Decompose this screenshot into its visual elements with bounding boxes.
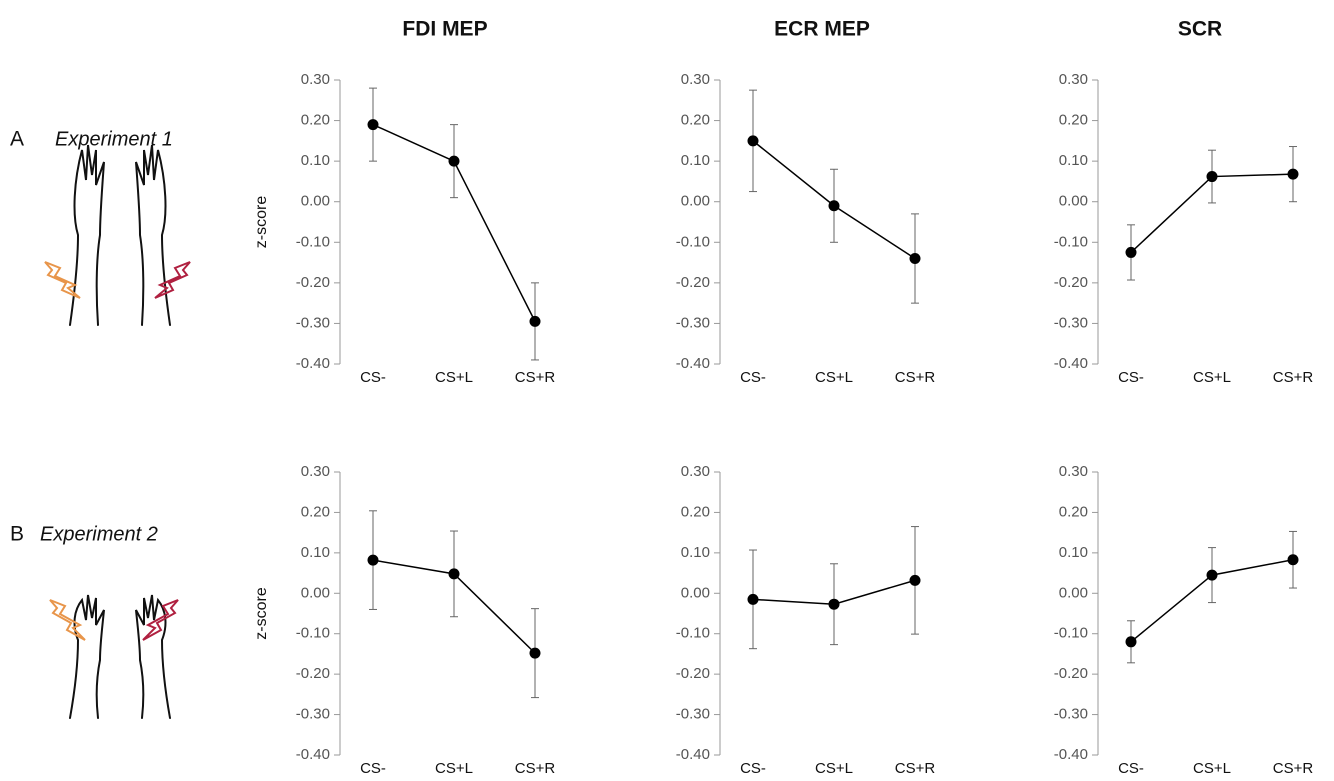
y-tick-label: 0.20 (1059, 503, 1088, 520)
x-tick-label: CS- (740, 369, 766, 386)
y-tick-label: -0.20 (676, 274, 710, 291)
y-tick-label: 0.30 (301, 463, 330, 480)
x-tick-label: CS+L (815, 760, 853, 777)
y-axis-label: z-score (253, 196, 270, 249)
x-tick-label: CS+R (515, 760, 556, 777)
data-point (367, 119, 379, 131)
y-tick-label: 0.00 (301, 193, 330, 210)
data-point (1125, 636, 1137, 648)
y-tick-label: 0.20 (301, 503, 330, 520)
y-tick-label: 0.20 (301, 112, 330, 129)
y-tick-label: -0.20 (296, 274, 330, 291)
y-tick-label: -0.40 (676, 355, 710, 372)
x-tick-label: CS+L (435, 369, 473, 386)
data-point (909, 253, 921, 265)
y-tick-label: -0.30 (1054, 314, 1088, 331)
data-point (529, 647, 541, 659)
x-tick-label: CS+L (1193, 369, 1231, 386)
column-title: FDI MEP (402, 18, 487, 41)
x-tick-label: CS+L (435, 760, 473, 777)
y-tick-label: -0.20 (1054, 274, 1088, 291)
y-tick-label: 0.20 (681, 112, 710, 129)
y-tick-label: -0.40 (1054, 746, 1088, 763)
row-letter: B (10, 523, 24, 546)
y-tick-label: 0.00 (301, 584, 330, 601)
data-point (367, 554, 379, 566)
x-tick-label: CS- (740, 760, 766, 777)
y-tick-label: -0.40 (676, 746, 710, 763)
y-tick-label: -0.40 (296, 355, 330, 372)
data-point (448, 155, 460, 167)
y-tick-label: 0.00 (681, 584, 710, 601)
y-tick-label: -0.10 (1054, 625, 1088, 642)
y-tick-label: 0.20 (681, 503, 710, 520)
y-tick-label: 0.10 (681, 544, 710, 561)
y-tick-label: -0.10 (296, 625, 330, 642)
y-tick-label: 0.10 (301, 544, 330, 561)
row-label: Experiment 2 (40, 523, 158, 545)
data-point (1287, 168, 1299, 180)
data-point (448, 568, 460, 580)
x-tick-label: CS- (1118, 369, 1144, 386)
y-tick-label: 0.00 (681, 193, 710, 210)
y-tick-label: -0.40 (1054, 355, 1088, 372)
x-tick-label: CS+R (1273, 369, 1314, 386)
x-tick-label: CS+L (1193, 760, 1231, 777)
y-tick-label: 0.00 (1059, 584, 1088, 601)
y-tick-label: -0.20 (296, 665, 330, 682)
y-tick-label: -0.10 (676, 625, 710, 642)
y-tick-label: 0.30 (1059, 71, 1088, 88)
x-tick-label: CS+R (895, 760, 936, 777)
y-tick-label: -0.30 (296, 314, 330, 331)
y-tick-label: 0.10 (1059, 152, 1088, 169)
y-tick-label: 0.10 (681, 152, 710, 169)
data-point (529, 315, 541, 327)
y-tick-label: -0.10 (1054, 233, 1088, 250)
y-tick-label: 0.30 (301, 71, 330, 88)
column-title: ECR MEP (774, 18, 870, 41)
y-tick-label: -0.30 (1054, 706, 1088, 723)
row-letter: A (10, 128, 24, 151)
hands-illustration-b (49, 594, 179, 719)
data-point (1125, 246, 1137, 258)
y-tick-label: 0.00 (1059, 193, 1088, 210)
y-tick-label: 0.10 (1059, 544, 1088, 561)
y-tick-label: 0.30 (1059, 463, 1088, 480)
x-tick-label: CS+R (1273, 760, 1314, 777)
y-tick-label: -0.10 (676, 233, 710, 250)
data-point (1206, 569, 1218, 581)
y-tick-label: 0.30 (681, 463, 710, 480)
data-point (828, 598, 840, 610)
y-tick-label: 0.10 (301, 152, 330, 169)
y-tick-label: -0.40 (296, 746, 330, 763)
x-tick-label: CS+L (815, 369, 853, 386)
data-point (747, 593, 759, 605)
y-tick-label: -0.30 (676, 706, 710, 723)
data-point (1287, 554, 1299, 566)
y-tick-label: -0.20 (1054, 665, 1088, 682)
y-tick-label: 0.30 (681, 71, 710, 88)
data-point (828, 200, 840, 212)
y-tick-label: -0.30 (676, 314, 710, 331)
hands-illustration-a (44, 144, 191, 326)
y-tick-label: 0.20 (1059, 112, 1088, 129)
data-point (909, 574, 921, 586)
x-tick-label: CS- (360, 369, 386, 386)
y-tick-label: -0.10 (296, 233, 330, 250)
data-point (1206, 171, 1218, 183)
data-point (747, 135, 759, 147)
y-tick-label: -0.20 (676, 665, 710, 682)
x-tick-label: CS+R (515, 369, 556, 386)
y-axis-label: z-score (253, 587, 270, 640)
x-tick-label: CS- (1118, 760, 1144, 777)
column-title: SCR (1178, 18, 1222, 41)
x-tick-label: CS+R (895, 369, 936, 386)
row-label: Experiment 1 (55, 128, 173, 150)
y-tick-label: -0.30 (296, 706, 330, 723)
x-tick-label: CS- (360, 760, 386, 777)
